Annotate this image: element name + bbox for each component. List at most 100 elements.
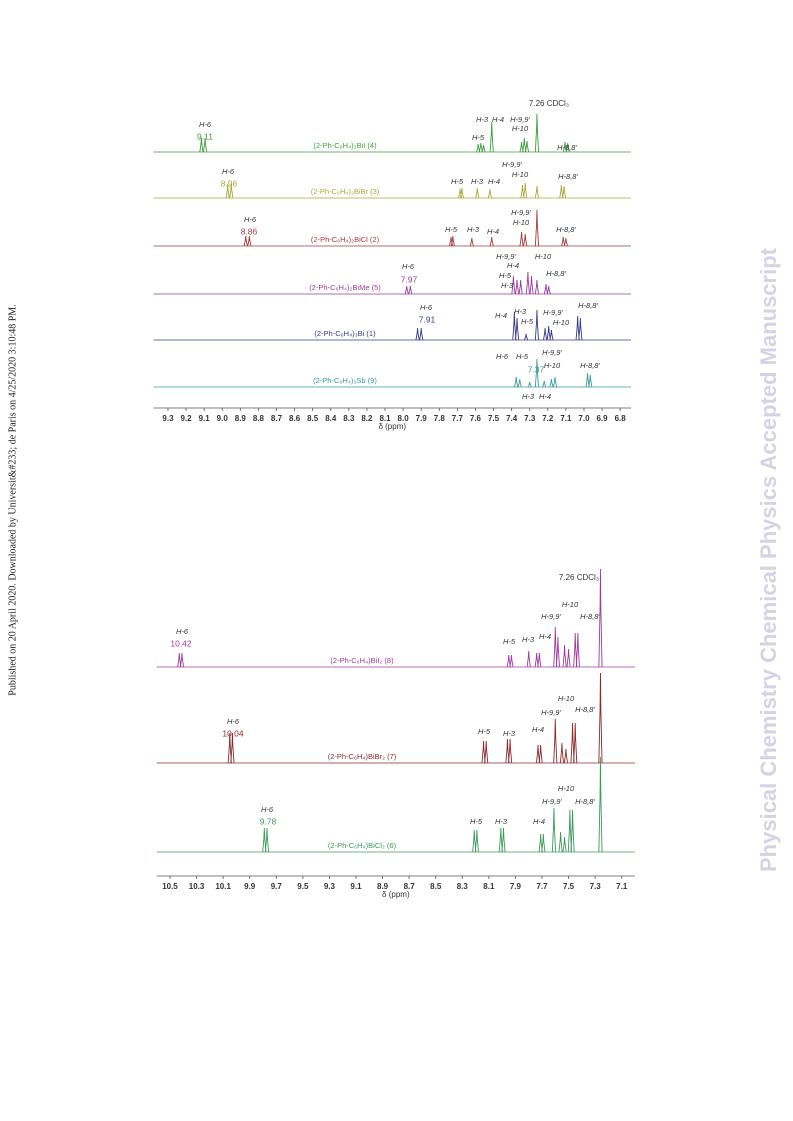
compound-label: (2-Ph-C₆H₄)BiCl₂ (6)	[328, 841, 397, 850]
x-tick-label: 8.3	[457, 882, 469, 891]
proton-label: H-6	[227, 717, 240, 726]
peak	[415, 327, 420, 341]
x-tick-label: 8.1	[483, 882, 495, 891]
x-tick-label: 7.3	[590, 882, 602, 891]
solvent-label: 7.26 CDCl₃	[529, 99, 569, 108]
peak	[558, 831, 563, 853]
peak	[534, 652, 539, 668]
peak	[199, 137, 204, 153]
proton-label: H-8,8'	[557, 143, 577, 152]
proton-label: H-4	[488, 177, 500, 186]
proton-label: H-5	[478, 727, 491, 736]
proton-label: H-9,9'	[511, 208, 531, 217]
peak	[542, 380, 547, 388]
peak	[179, 652, 184, 668]
peak	[408, 285, 413, 295]
x-tick-label: 8.8	[253, 414, 265, 423]
peak	[552, 376, 558, 388]
peak	[563, 748, 568, 764]
shift-label: 10.42	[170, 638, 192, 648]
x-tick-label: 7.6	[470, 414, 482, 423]
x-tick-label: 9.3	[162, 414, 174, 423]
proton-label: H-5	[521, 317, 534, 326]
proton-label: H-5	[503, 637, 516, 646]
peak	[508, 738, 513, 764]
proton-label: H-3	[514, 307, 527, 316]
peak	[489, 236, 494, 247]
proton-label: H-10	[544, 361, 561, 370]
peak	[262, 827, 267, 853]
x-tick-label: 8.4	[325, 414, 337, 423]
peak	[575, 315, 580, 341]
proton-label: H-10	[558, 694, 575, 703]
peak	[549, 378, 554, 388]
peak	[573, 722, 578, 764]
proton-label: H-4	[495, 311, 507, 320]
x-tick-label: 8.1	[379, 414, 391, 423]
proton-label: H-6	[199, 120, 212, 129]
peak	[520, 184, 525, 199]
peak	[484, 740, 489, 764]
peak	[481, 144, 486, 153]
peak	[459, 187, 464, 199]
peak	[177, 652, 182, 668]
peak	[562, 141, 568, 153]
peak	[529, 275, 534, 295]
x-tick-label: 7.4	[506, 414, 518, 423]
proton-label: H-8,8'	[558, 172, 578, 181]
x-tick-label: 7.3	[524, 414, 536, 423]
peak	[512, 311, 517, 341]
x-tick-label: 8.3	[343, 414, 355, 423]
proton-label: H-6	[244, 215, 257, 224]
peak	[487, 188, 492, 199]
proton-label: H-5	[451, 177, 464, 186]
peak	[481, 740, 486, 764]
peak	[543, 327, 548, 341]
peak	[534, 209, 539, 247]
x-tick-label: 6.8	[615, 414, 627, 423]
peak	[419, 327, 424, 341]
peak	[475, 187, 480, 199]
x-tick-label: 10.3	[189, 882, 205, 891]
proton-label: H-10	[558, 784, 575, 793]
proton-label: H-9,9'	[543, 308, 563, 317]
peak	[541, 833, 546, 853]
peak	[404, 285, 409, 295]
proton-label: H-3	[467, 225, 480, 234]
compound-label: (2-Ph-C₆H₄)BiI₂ (8)	[330, 656, 394, 665]
proton-label: H-6	[420, 303, 433, 312]
peak	[598, 568, 603, 668]
proton-label: H-4	[492, 115, 504, 124]
peak	[501, 827, 506, 853]
proton-label: H-3	[501, 281, 514, 290]
peak	[543, 283, 549, 295]
peak	[578, 317, 583, 341]
peak	[247, 235, 252, 247]
proton-label: H-9,9'	[541, 708, 561, 717]
peak	[537, 652, 542, 668]
proton-label: H-5	[499, 271, 512, 280]
peak	[525, 271, 530, 295]
proton-label: H-8,8'	[575, 705, 595, 714]
proton-label: H-8,8'	[546, 269, 566, 278]
peak	[515, 317, 520, 341]
peak	[476, 143, 481, 153]
shift-label: 9.78	[260, 816, 277, 826]
x-tick-label: 8.0	[398, 414, 410, 423]
watermark: Physical Chemistry Chemical Physics Acce…	[756, 247, 781, 872]
peak	[562, 836, 567, 853]
peak	[489, 121, 494, 153]
proton-label: H-10	[512, 124, 529, 133]
peak	[565, 142, 570, 153]
proton-label: H-4	[487, 227, 499, 236]
x-tick-label: 10.5	[162, 882, 178, 891]
peak	[555, 636, 560, 668]
peak	[534, 113, 539, 153]
shift-label: 10.04	[222, 728, 244, 738]
peak	[519, 141, 524, 153]
x-tick-label: 8.9	[377, 882, 389, 891]
x-tick-label: 7.7	[452, 414, 464, 423]
peak	[498, 827, 503, 853]
